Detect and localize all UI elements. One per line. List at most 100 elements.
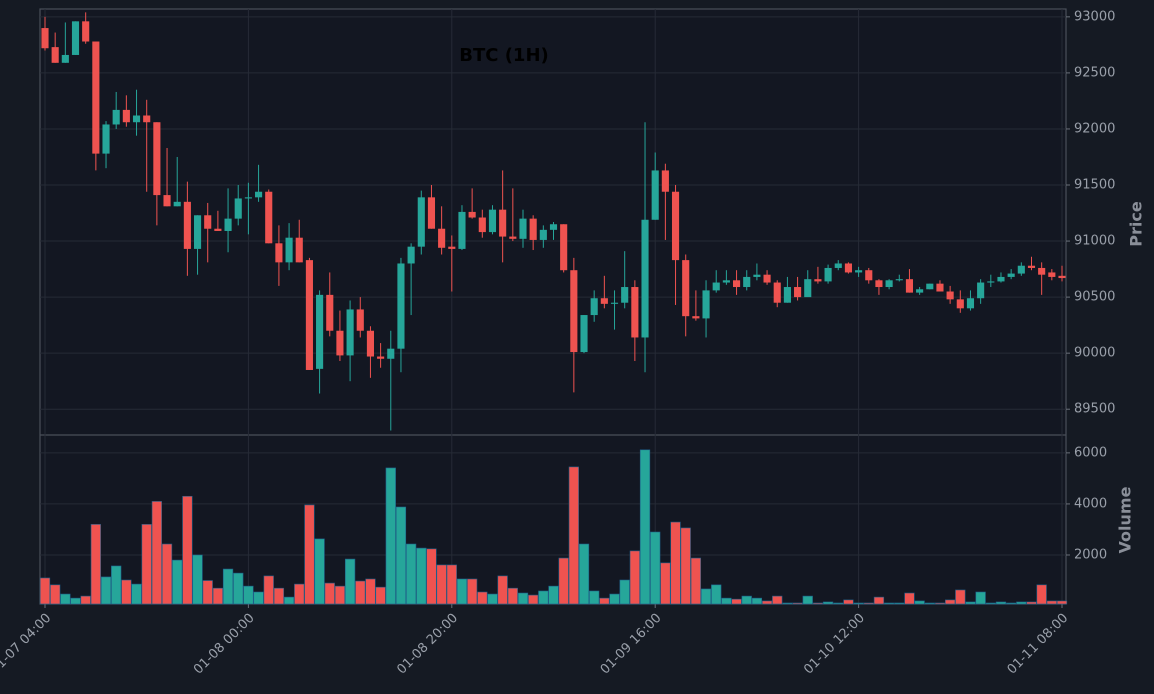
volume-bar xyxy=(873,596,885,605)
candle-body xyxy=(41,28,49,49)
volume-bar xyxy=(568,466,579,605)
volume-bar xyxy=(39,577,51,605)
volume-bar xyxy=(131,583,142,605)
candle-body xyxy=(946,291,954,300)
y-axis-label: Price xyxy=(1127,201,1146,247)
volume-bar xyxy=(1006,602,1017,605)
candle-body xyxy=(102,124,110,154)
volume-bar xyxy=(1046,600,1057,605)
candle-body xyxy=(926,283,934,290)
volume-bar xyxy=(914,600,925,605)
volume-bar xyxy=(599,597,610,605)
candle-body xyxy=(356,309,364,331)
volume-bar xyxy=(90,524,101,605)
candle-body xyxy=(488,209,497,233)
candle-body xyxy=(377,356,385,359)
candle-body xyxy=(966,298,975,309)
candle-body xyxy=(275,243,283,263)
candle-body xyxy=(458,211,466,249)
volume-bar xyxy=(405,543,417,605)
candle-body xyxy=(682,260,690,317)
volume-bar xyxy=(782,602,793,605)
volume-bar xyxy=(853,602,864,605)
volume-bar xyxy=(924,602,935,605)
candle-body xyxy=(305,260,313,370)
volume-bar xyxy=(660,562,671,605)
candle-body xyxy=(936,283,944,292)
volume-bar xyxy=(822,601,834,605)
candle-body xyxy=(448,246,456,249)
volume-bar xyxy=(467,578,478,605)
candle-body xyxy=(692,316,700,319)
candle-body xyxy=(814,279,822,282)
volume-bar xyxy=(192,554,203,605)
candle-body xyxy=(855,270,863,273)
volume-bar xyxy=(548,585,559,605)
volume-bar xyxy=(497,575,508,605)
candle-body xyxy=(733,280,741,288)
candle-body xyxy=(214,228,222,231)
candle-body xyxy=(71,21,80,55)
volume-bar xyxy=(365,578,376,605)
volume-bar xyxy=(1056,600,1068,605)
volume-bar xyxy=(60,593,71,605)
volume-bar xyxy=(711,584,722,605)
y-tick-label: 89500 xyxy=(1074,402,1115,417)
volume-bar xyxy=(456,578,468,605)
candle-body xyxy=(631,287,639,338)
volume-bar xyxy=(975,591,986,605)
candle-body xyxy=(804,279,812,298)
volume-bar xyxy=(985,602,996,605)
candle-body xyxy=(712,282,720,291)
y-tick-label: 91000 xyxy=(1074,234,1115,249)
volume-bar xyxy=(263,575,274,605)
candle-body xyxy=(702,290,710,319)
candle-body xyxy=(539,229,547,240)
volume-bar xyxy=(172,559,183,605)
candle-body xyxy=(600,298,608,304)
candle-body xyxy=(499,209,507,237)
volume-bar xyxy=(212,587,224,605)
volume-tick-label: 6000 xyxy=(1074,445,1107,460)
volume-bar xyxy=(833,602,844,605)
volume-bar xyxy=(589,590,600,605)
candle-body xyxy=(82,21,90,42)
volume-bar xyxy=(80,595,91,605)
candle-body xyxy=(580,315,588,353)
candle-body xyxy=(895,279,903,281)
volume-bar xyxy=(639,449,651,605)
volume-bar xyxy=(334,585,346,605)
volume-bar xyxy=(904,592,915,605)
candle-body xyxy=(753,274,761,277)
candle-body xyxy=(844,263,852,273)
volume-bar xyxy=(233,572,244,605)
volume-bar xyxy=(355,580,366,605)
volume-bar xyxy=(1036,584,1047,605)
candle-body xyxy=(427,197,436,229)
candle-body xyxy=(570,270,578,353)
volume-bar xyxy=(385,467,396,605)
volume-bar xyxy=(995,601,1007,605)
y-tick-label: 92500 xyxy=(1074,65,1115,80)
y-tick-label: 90000 xyxy=(1074,346,1115,361)
grid xyxy=(40,9,1070,608)
candle-body xyxy=(285,237,293,263)
volume-bar xyxy=(314,538,325,605)
volume-bar xyxy=(507,587,518,605)
volume-bar xyxy=(731,598,742,605)
volume-bar xyxy=(446,564,457,605)
candle-body xyxy=(956,299,964,309)
candle-body xyxy=(783,287,791,303)
candle-body xyxy=(326,294,334,331)
volume-bar xyxy=(70,597,81,605)
volume-bar xyxy=(965,601,976,605)
volume-bar xyxy=(253,591,264,605)
volume-bar xyxy=(721,597,732,605)
candle-body xyxy=(834,263,842,268)
volume-tick-label: 2000 xyxy=(1074,547,1107,562)
candle-body xyxy=(173,201,181,207)
candle-body xyxy=(997,276,1005,282)
candle-body xyxy=(1048,272,1056,277)
candle-body xyxy=(641,219,649,338)
volume-bar xyxy=(1016,601,1027,605)
